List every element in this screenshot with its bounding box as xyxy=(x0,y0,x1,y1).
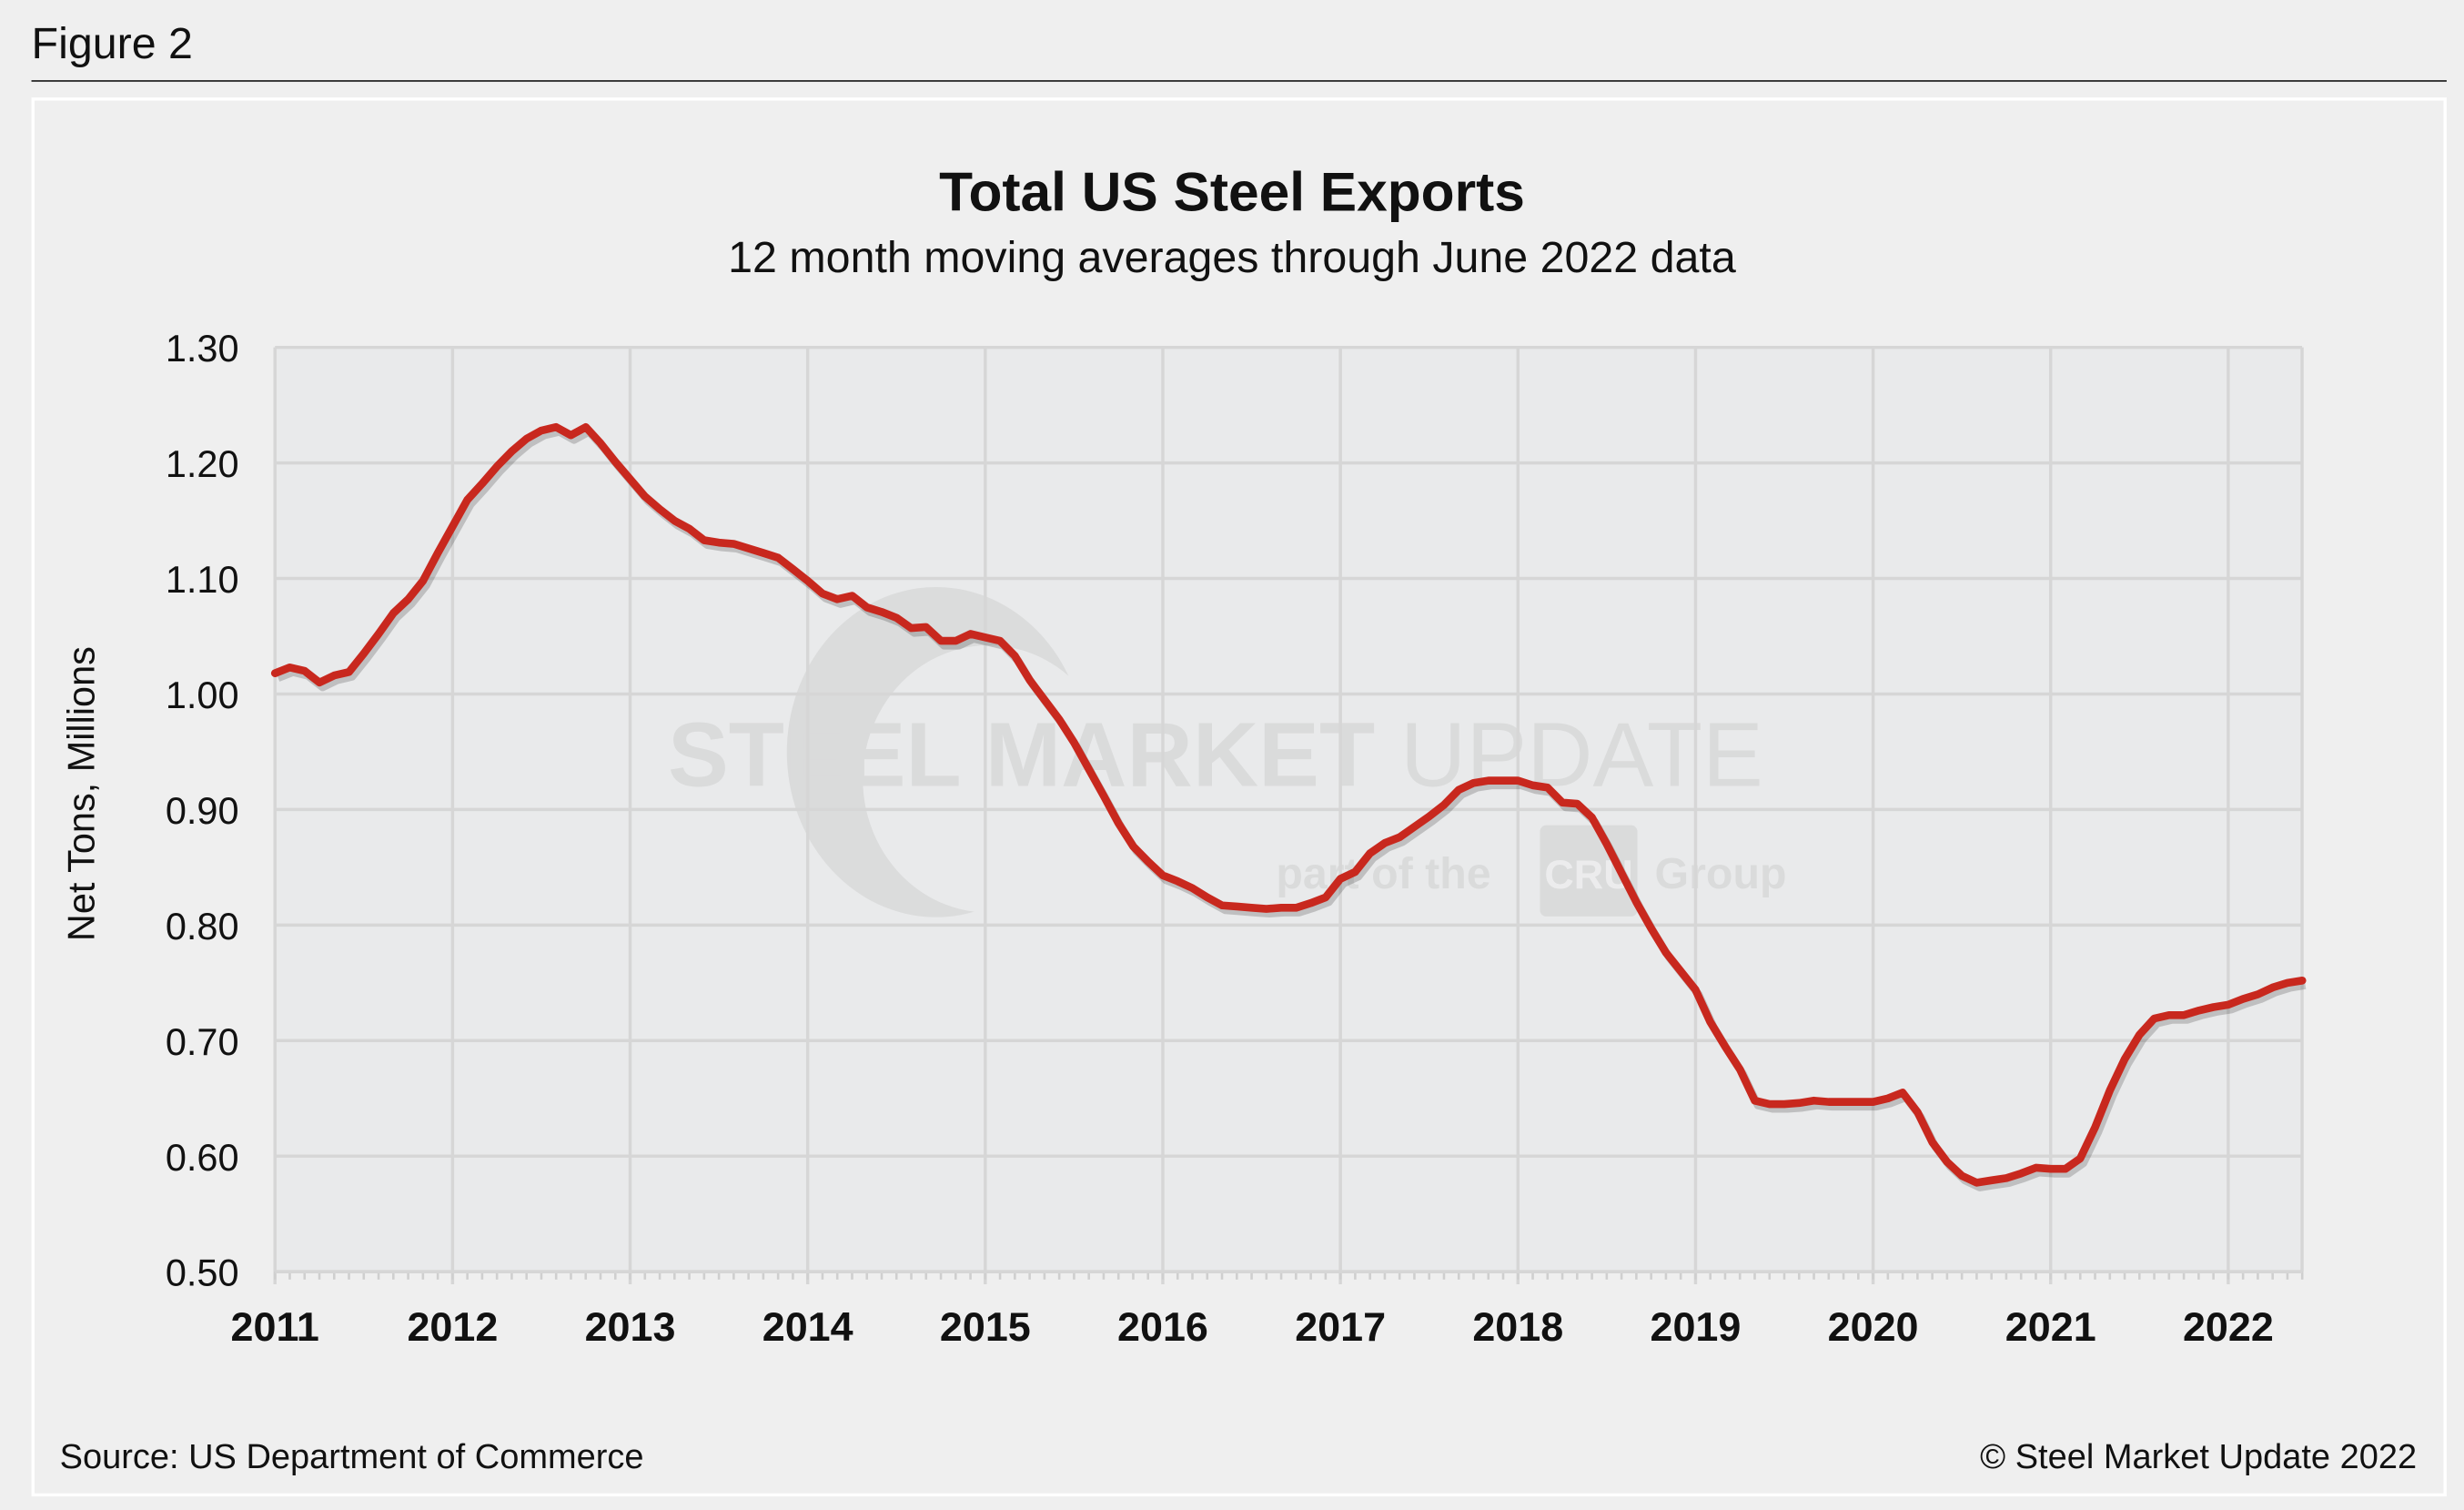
x-tick-label: 2020 xyxy=(1828,1303,1919,1350)
series-line xyxy=(270,422,2307,1187)
copyright-note: © Steel Market Update 2022 xyxy=(1980,1436,2418,1476)
x-tick-label: 2013 xyxy=(585,1303,676,1350)
divider xyxy=(31,80,2447,82)
y-tick-label: 0.70 xyxy=(166,1020,239,1063)
y-tick-label: 0.60 xyxy=(166,1136,239,1179)
y-tick-label: 1.10 xyxy=(166,558,239,601)
y-tick-label: 1.20 xyxy=(166,442,239,485)
chart-subtitle: 12 month moving averages through June 20… xyxy=(728,232,1736,282)
y-tick-label: 1.00 xyxy=(166,674,239,716)
x-tick-label: 2015 xyxy=(940,1303,1031,1350)
watermark-text-light: UPDATE xyxy=(1375,704,1763,806)
x-tick-label: 2016 xyxy=(1117,1303,1208,1350)
x-tick-label: 2017 xyxy=(1295,1303,1386,1350)
x-tick-label: 2018 xyxy=(1472,1303,1563,1350)
source-note: Source: US Department of Commerce xyxy=(59,1436,644,1476)
x-tick-label: 2019 xyxy=(1650,1303,1741,1350)
y-tick-label: 0.90 xyxy=(166,789,239,832)
x-tick-label: 2014 xyxy=(762,1303,853,1350)
chart-title: Total US Steel Exports xyxy=(939,161,1525,224)
y-tick-label: 0.50 xyxy=(166,1252,239,1294)
watermark-text: STEEL MARKET UPDATE xyxy=(668,704,1763,806)
figure-label: Figure 2 xyxy=(31,18,193,68)
x-tick-label: 2021 xyxy=(2005,1303,2096,1350)
y-tick-label: 1.30 xyxy=(166,327,239,370)
watermark-subtext: part of the xyxy=(1276,849,1490,898)
watermark-subtext-end: Group xyxy=(1655,849,1787,898)
x-tick-label: 2022 xyxy=(2183,1303,2274,1350)
x-tick-label: 2011 xyxy=(231,1303,319,1350)
y-axis-label: Net Tons, Millions xyxy=(60,646,103,941)
x-tick-label: 2012 xyxy=(407,1303,498,1350)
watermark-swoosh xyxy=(786,587,1069,917)
y-tick-label: 0.80 xyxy=(166,905,239,948)
